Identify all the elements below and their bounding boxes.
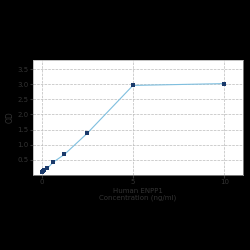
Point — [42, 168, 46, 172]
X-axis label: Human ENPP1
Concentration (ng/ml): Human ENPP1 Concentration (ng/ml) — [99, 188, 176, 202]
Y-axis label: OD: OD — [5, 112, 14, 123]
Point — [40, 170, 44, 174]
Point — [222, 82, 226, 86]
Point — [41, 170, 45, 173]
Point — [51, 160, 55, 164]
Point — [85, 131, 89, 135]
Point — [62, 152, 66, 156]
Point — [131, 84, 135, 87]
Point — [45, 166, 49, 170]
